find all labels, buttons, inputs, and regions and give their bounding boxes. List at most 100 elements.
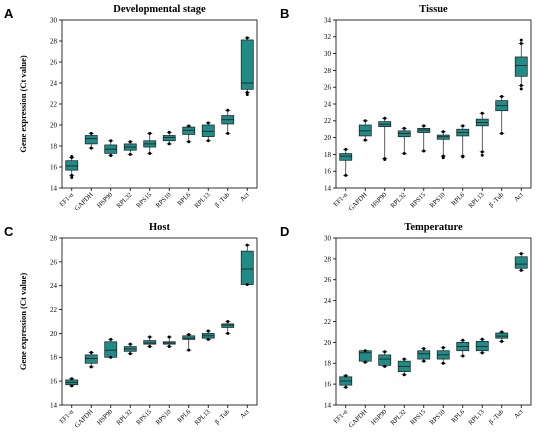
y-axis-label: Gene expression (Ct value)	[18, 273, 28, 371]
x-tick-label: HSP90	[96, 408, 115, 427]
data-point	[167, 130, 171, 134]
y-tick-label: 18	[50, 142, 58, 150]
data-point	[167, 142, 171, 146]
box-6	[456, 124, 470, 159]
data-point	[422, 149, 426, 153]
y-tick-label: 20	[324, 339, 332, 347]
box-0	[65, 377, 79, 388]
outlier-point	[519, 87, 523, 91]
data-point	[344, 374, 348, 378]
x-tick-label: RPS15	[409, 191, 427, 209]
box-3	[397, 357, 411, 377]
x-tick-label: RPL13	[468, 191, 487, 210]
y-tick-label: 30	[324, 50, 332, 58]
x-tick-label: RPS10	[155, 191, 173, 209]
y-tick-label: 18	[324, 360, 332, 368]
x-tick-label: RPL32	[390, 408, 408, 426]
y-tick-label: 26	[324, 276, 332, 284]
y-tick-label: 24	[50, 282, 58, 290]
x-tick-label: HSP90	[96, 191, 115, 210]
outlier-point	[480, 153, 484, 157]
data-point	[128, 140, 132, 144]
data-point	[148, 131, 152, 135]
data-point	[187, 140, 191, 144]
plot-frame	[61, 237, 258, 406]
outlier-point	[441, 156, 445, 160]
data-point	[344, 147, 348, 151]
data-point	[89, 131, 93, 135]
data-point	[363, 349, 367, 353]
data-point	[480, 150, 484, 154]
data-point	[148, 151, 152, 155]
box-iqr	[240, 250, 254, 285]
chart-title: Developmental stage	[113, 4, 206, 15]
outlier-point	[519, 38, 523, 42]
box-2	[378, 116, 392, 161]
y-tick-label: 16	[324, 168, 332, 176]
box-3	[123, 140, 137, 156]
data-point	[206, 337, 210, 341]
data-point	[128, 152, 132, 156]
x-tick-label: β -Tub	[488, 408, 506, 426]
panel-d: D Temperature 14 16 18 20 22 24 26 28 30 EF1-αGAPDH…	[280, 222, 532, 429]
data-point	[402, 373, 406, 377]
chart-title: Host	[149, 222, 171, 233]
box-iqr	[182, 126, 196, 135]
y-tick-label: 14	[50, 184, 58, 192]
box-2	[378, 350, 392, 368]
x-tick-label: RPS15	[135, 408, 153, 426]
outlier-point	[383, 157, 387, 161]
box-iqr	[378, 354, 392, 366]
y-tick-label: 16	[324, 381, 332, 389]
y-tick-label: 30	[50, 16, 58, 24]
data-point	[480, 351, 484, 355]
x-tick-label: β -Tub	[214, 191, 232, 209]
x-tick-label: RPS10	[429, 191, 447, 209]
data-point	[89, 146, 93, 150]
box-8	[495, 330, 509, 343]
data-point	[89, 365, 93, 369]
data-point	[402, 357, 406, 361]
data-point	[70, 384, 74, 388]
box-iqr	[436, 134, 450, 140]
box-iqr	[182, 335, 196, 340]
box-iqr	[84, 135, 98, 145]
y-tick-label: 18	[324, 151, 332, 159]
x-tick-label: RPL6	[450, 191, 466, 207]
x-tick-label: RPL32	[390, 191, 408, 209]
panel-letter: D	[280, 224, 289, 239]
x-tick-label: RPL32	[116, 408, 134, 426]
box-iqr	[143, 340, 157, 345]
x-tick-label: RPL6	[176, 408, 192, 424]
data-point	[519, 252, 523, 256]
x-tick-label: RPL6	[176, 191, 192, 207]
box-9	[514, 252, 528, 272]
data-point	[344, 385, 348, 389]
data-point	[245, 90, 249, 94]
data-point	[500, 339, 504, 343]
x-tick-label: RPL13	[194, 408, 213, 427]
data-point	[344, 173, 348, 177]
x-tick-label: GAPDH	[74, 408, 95, 429]
x-tick-label: RPL6	[450, 408, 466, 424]
y-tick-label: 18	[50, 354, 58, 362]
data-point	[206, 329, 210, 333]
box-iqr	[417, 350, 431, 360]
data-point	[383, 116, 387, 120]
data-point	[441, 130, 445, 134]
box-7	[475, 337, 489, 355]
data-point	[422, 124, 426, 128]
y-tick-label: 30	[324, 234, 332, 242]
box-3	[397, 126, 411, 156]
y-tick-label: 22	[50, 306, 58, 314]
y-tick-label: 28	[50, 37, 58, 45]
x-tick-label: Act	[239, 191, 251, 203]
y-tick-label: 28	[324, 67, 332, 75]
data-point	[245, 36, 249, 40]
outlier-point	[70, 155, 74, 158]
plot-frame	[335, 237, 532, 406]
box-8	[495, 94, 509, 135]
box-1	[358, 349, 372, 364]
box-4	[417, 347, 431, 363]
x-tick-label: EF1-α	[332, 191, 349, 208]
